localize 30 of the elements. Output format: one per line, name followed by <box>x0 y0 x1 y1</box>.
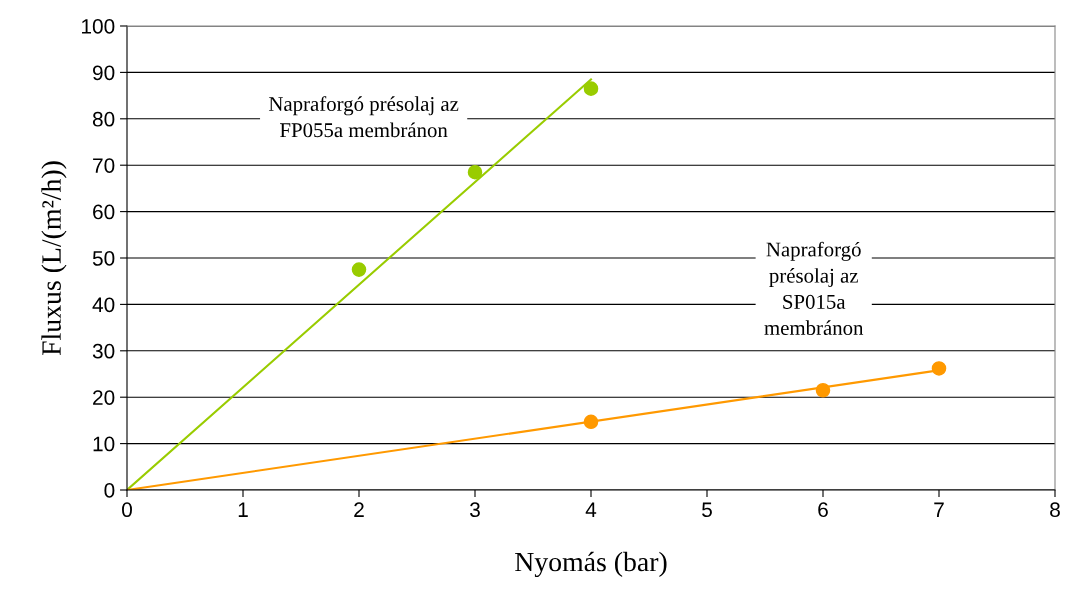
point <box>467 164 483 180</box>
y-tick-label: 0 <box>104 483 115 498</box>
x-tick-label: 5 <box>702 502 712 518</box>
y-tick-label: 70 <box>93 158 115 173</box>
y-tick-label: 30 <box>92 343 115 359</box>
y-axis-title: Fluxus (L/(m²/h)) <box>41 161 67 356</box>
point <box>815 382 831 398</box>
point <box>351 262 367 277</box>
y-tick-label: 10 <box>93 436 115 452</box>
text: Napraforgó présolaj az SP015a membránon <box>764 241 864 336</box>
x-axis-title: Nyomás (bar) <box>515 551 667 578</box>
x-tick-label: 6 <box>818 502 828 518</box>
x-tick-label: 3 <box>470 502 480 518</box>
x-tick-label: 8 <box>1050 502 1060 518</box>
series-label: Napraforgó présolaj az FP055a membránon <box>268 96 459 138</box>
y-tick-label: 80 <box>92 111 115 127</box>
x-tick-label: 4 <box>585 502 597 517</box>
y-tick-label: 40 <box>92 297 115 313</box>
x-tick-label: 2 <box>354 502 364 517</box>
point <box>583 81 599 96</box>
y-tick-label: 100 <box>82 19 115 34</box>
x-tick-label: 1 <box>238 502 248 517</box>
y-tick-label: 20 <box>93 390 115 405</box>
point <box>583 414 599 430</box>
x-tick-label: 7 <box>934 502 944 517</box>
y-tick-label: 60 <box>93 204 115 220</box>
point <box>931 361 947 376</box>
y-tick-label: 90 <box>93 65 115 81</box>
x-tick-label: 0 <box>122 502 132 518</box>
y-tick-label: 50 <box>92 251 115 266</box>
